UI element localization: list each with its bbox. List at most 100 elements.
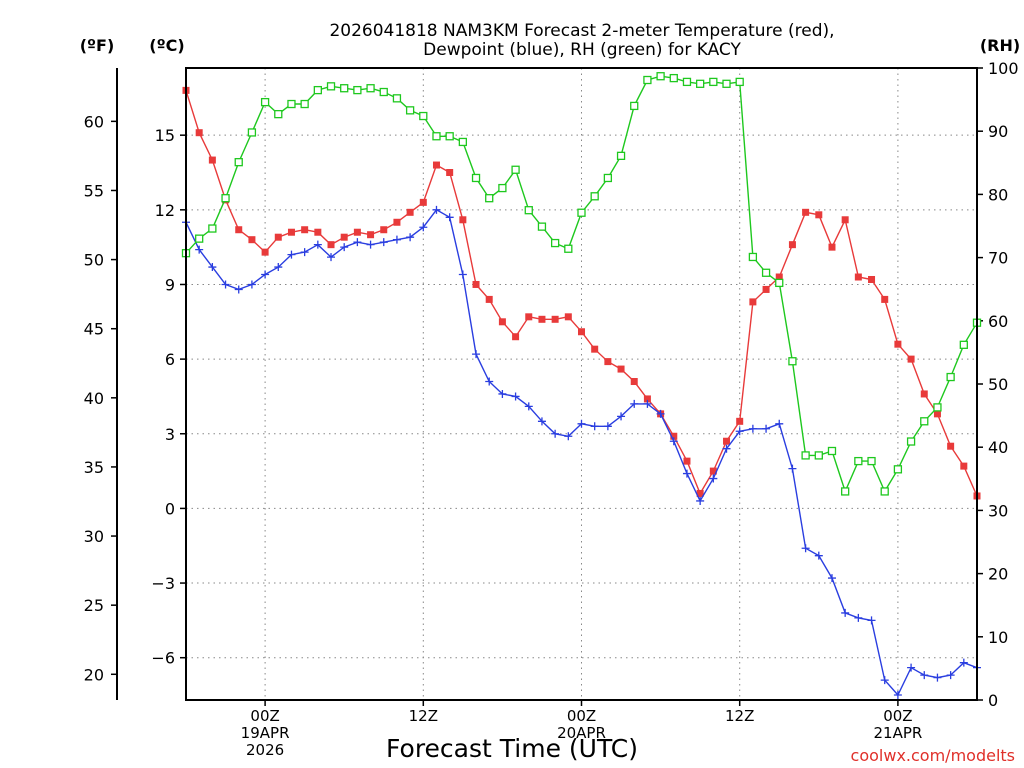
rh-point [313, 85, 322, 95]
rh-tick-label: 100 [988, 59, 1019, 78]
rh-point [841, 487, 850, 496]
rh-tick-label: 50 [988, 375, 1008, 394]
dewpoint-point [603, 422, 612, 431]
dewpoint-point [551, 429, 560, 438]
temperature-point [881, 295, 889, 303]
dewpoint-point [867, 616, 876, 625]
dewpoint-point [880, 676, 889, 685]
rh-point [854, 456, 863, 466]
fahrenheit-tick-label: 20 [84, 665, 104, 684]
dewpoint-point [946, 671, 955, 680]
fahrenheit-tick-label: 50 [84, 251, 104, 270]
rh-point [603, 173, 613, 183]
rh-point [537, 222, 547, 231]
dewpoint-point [617, 412, 626, 421]
rh-point [643, 75, 652, 85]
temperature-point [907, 355, 915, 363]
dewpoint-point [419, 223, 428, 232]
rh-tick-label: 30 [988, 501, 1008, 520]
rh-point [814, 451, 823, 460]
fahrenheit-tick-label: 55 [84, 181, 104, 200]
temperature-point [736, 417, 744, 425]
x-tick-label: 19APR [241, 724, 290, 742]
dewpoint-point [485, 377, 494, 386]
rh-point [195, 234, 204, 243]
temperature-point [195, 129, 203, 137]
rh-point [274, 109, 283, 119]
rh-point [867, 456, 876, 466]
dewpoint-point [709, 474, 718, 483]
dewpoint-point [340, 243, 349, 252]
temperature-point [235, 226, 243, 234]
dewpoint-point [221, 280, 230, 289]
rh-point [419, 111, 428, 121]
temperature-point [630, 378, 638, 386]
temperature-point [446, 169, 454, 177]
rh-point [590, 192, 599, 201]
temperature-point [591, 345, 599, 353]
rh-point [234, 158, 243, 167]
dewpoint-point [722, 444, 731, 453]
temperature-point [406, 208, 414, 216]
temperature-point [868, 275, 876, 283]
x-tick-label: 20APR [557, 724, 606, 742]
fahrenheit-tick-label: 60 [84, 112, 104, 131]
rh-point [788, 357, 797, 366]
rh-point [722, 79, 731, 88]
dewpoint-point [959, 658, 968, 667]
rh-tick-label: 60 [988, 312, 1008, 331]
dewpoint-point [300, 248, 309, 257]
temperature-point [947, 442, 955, 450]
dewpoint-point [577, 419, 586, 428]
rh-point [775, 278, 784, 288]
temperature-point [894, 340, 902, 348]
x-tick-label: 12Z [725, 707, 754, 725]
temperature-point [564, 313, 572, 321]
temperature-point [643, 395, 651, 403]
rh-point [656, 72, 665, 81]
rh-point [511, 165, 520, 174]
series-dewpoint [182, 205, 981, 700]
dewpoint-point [920, 671, 929, 680]
temperature-point [815, 211, 823, 219]
fahrenheit-unit-label: (ºF) [80, 36, 115, 55]
rh-point [326, 82, 336, 91]
temperature-point [287, 228, 295, 236]
rh-point [748, 252, 758, 262]
temperature-point [762, 285, 770, 293]
dewpoint-point [247, 280, 256, 289]
gridlines [186, 68, 977, 700]
temperature-point [960, 462, 968, 470]
celsius-tick-label: −3 [151, 574, 175, 593]
temperature-point [538, 315, 546, 323]
celsius-tick-label: 0 [165, 499, 175, 518]
dewpoint-point [287, 250, 296, 259]
rh-point [669, 73, 678, 83]
rh-point [893, 465, 903, 474]
temperature-point [683, 457, 691, 465]
temperature-point [828, 243, 836, 251]
temperature-point [301, 226, 309, 234]
rh-point [933, 403, 942, 412]
series-rh [181, 72, 982, 496]
temperature-point [274, 233, 282, 241]
rh-point [696, 79, 705, 88]
dewpoint-point [801, 544, 810, 553]
dewpoint-point [353, 238, 362, 247]
dewpoint-point [854, 613, 863, 622]
dewpoint-point [379, 238, 388, 247]
temperature-point [723, 437, 731, 445]
rh-point [485, 194, 494, 203]
rh-tick-label: 10 [988, 628, 1008, 647]
dewpoint-point [234, 285, 243, 294]
rh-point [709, 77, 718, 87]
temperature-point [617, 365, 625, 373]
rh-point [577, 208, 586, 217]
temperature-point [604, 358, 612, 366]
dewpoint-point [498, 389, 507, 398]
dewpoint-point [524, 402, 533, 411]
temperature-point [208, 156, 216, 164]
temperature-point [920, 390, 928, 398]
rh-point [392, 94, 402, 103]
temperature-point [512, 333, 520, 341]
